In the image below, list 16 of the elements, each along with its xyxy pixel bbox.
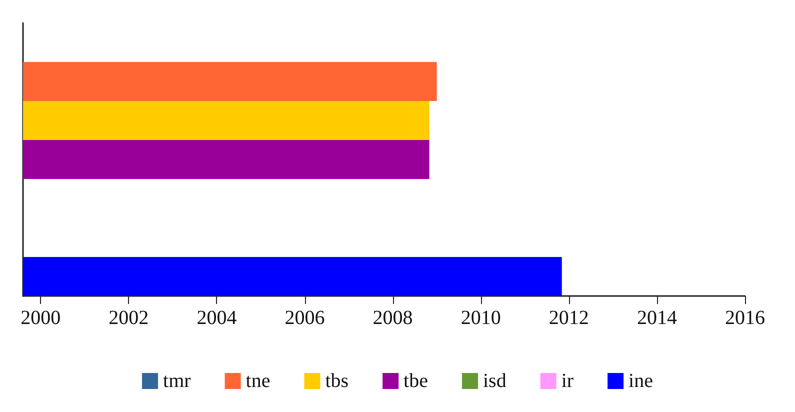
x-tick-label: 2006 bbox=[284, 307, 325, 329]
legend-label: tbe bbox=[404, 370, 428, 392]
x-tick-label: 2008 bbox=[372, 307, 413, 329]
legend-label: tne bbox=[246, 370, 270, 392]
legend-label: ine bbox=[628, 370, 654, 392]
legend-label: tmr bbox=[163, 370, 192, 392]
x-tick-label: 2016 bbox=[725, 307, 765, 329]
x-tick-label: 2010 bbox=[460, 307, 501, 329]
x-tick-label: 2004 bbox=[196, 307, 237, 329]
x-tick-label: 2014 bbox=[636, 307, 677, 329]
legend-label: tbs bbox=[325, 370, 349, 392]
x-tick-label: 2012 bbox=[548, 307, 589, 329]
x-tick-label: 2002 bbox=[108, 307, 149, 329]
x-tick-label: 2000 bbox=[20, 307, 61, 329]
legend-label: isd bbox=[482, 370, 506, 392]
legend-label: ir bbox=[561, 370, 574, 392]
